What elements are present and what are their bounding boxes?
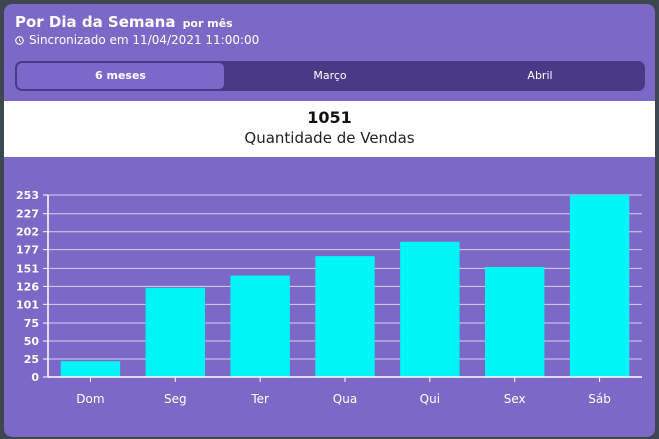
y-tick-label: 202 [16,226,39,239]
bar-dom[interactable] [60,361,121,377]
sales-total-label: Quantidade de Vendas [244,129,415,147]
y-tick-label: 227 [16,208,39,221]
y-tick-label: 253 [16,189,39,202]
period-tabs: 6 meses Março Abril [15,61,645,91]
sync-text: Sincronizado em 11/04/2021 11:00:00 [29,33,260,47]
tab-6-meses[interactable]: 6 meses [17,63,224,89]
x-tick-label: Qua [333,392,357,406]
y-tick-label: 25 [24,353,39,366]
bar-qui[interactable] [400,241,460,377]
y-tick-label: 177 [16,244,39,257]
tab-abril[interactable]: Abril [527,69,553,82]
bar-sáb[interactable] [569,195,630,377]
x-tick-label: Ter [250,392,269,406]
y-tick-label: 101 [16,298,39,311]
chart-bars [60,195,630,377]
bar-chart: 0 25 50 75 101 126 151 177 202 227 253 Dom Seg Ter Qu… [16,189,642,406]
x-axis-ticks: Dom Seg Ter Qua Qui Sex Sáb [76,377,611,406]
x-tick-label: Sex [504,392,526,406]
y-axis-ticks: 0 25 50 75 101 126 151 177 202 227 253 [16,189,48,384]
sales-total: 1051 [307,108,352,127]
bar-seg[interactable] [145,287,205,377]
bar-sex[interactable] [485,266,545,377]
chart-card: Por Dia da Semana por mês Sincronizado e… [4,4,655,437]
card-title: Por Dia da Semana [15,13,176,31]
x-tick-label: Qui [420,392,440,406]
clock-icon [15,35,24,45]
y-tick-label: 0 [31,371,39,384]
tab-marco[interactable]: Março [313,69,347,82]
x-tick-label: Sáb [588,392,611,406]
bar-qua[interactable] [315,256,375,377]
x-tick-label: Dom [76,392,104,406]
card-subtitle: por mês [182,17,233,30]
y-tick-label: 75 [24,317,39,330]
sync-status: Sincronizado em 11/04/2021 11:00:00 [15,33,259,47]
card-header: Por Dia da Semana por mês [15,12,233,31]
bar-ter[interactable] [230,275,290,377]
y-tick-label: 50 [24,335,40,348]
x-tick-label: Seg [164,392,187,406]
y-tick-label: 126 [16,280,39,293]
y-tick-label: 151 [16,262,39,275]
summary-panel: 1051 Quantidade de Vendas [4,101,655,157]
